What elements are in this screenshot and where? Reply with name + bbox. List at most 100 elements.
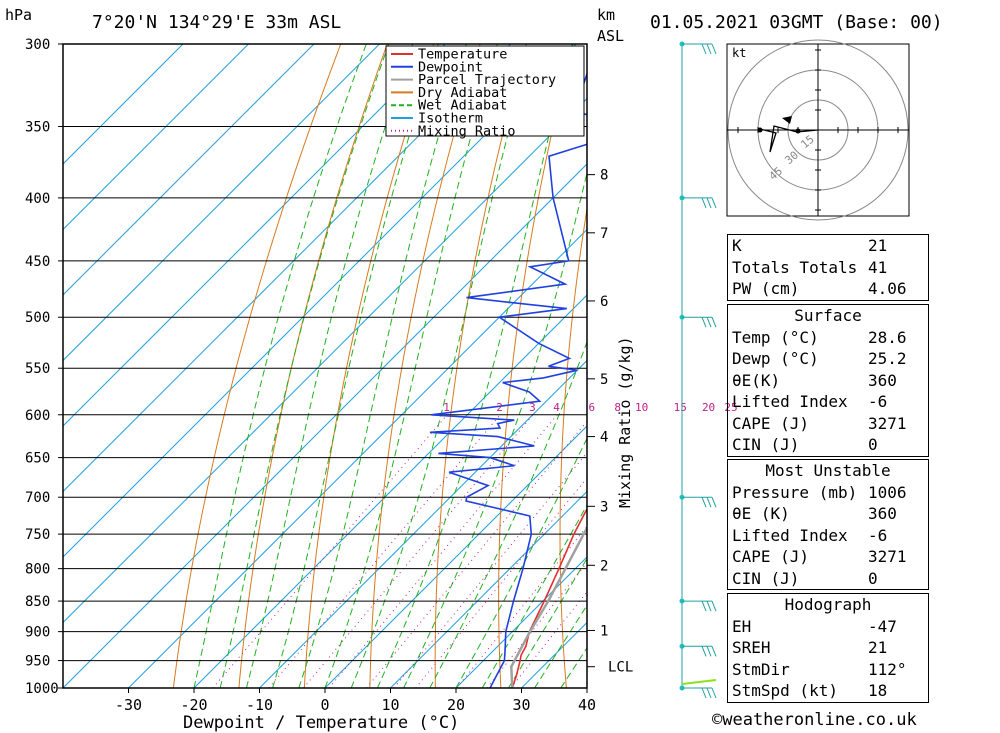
mu-cin-label: CIN (J) [732,568,800,588]
surface-dewp-value: 25.2 [868,349,907,368]
isotherm-line [390,490,587,688]
isotherm-line [128,228,587,688]
wind-barb-flag [701,646,707,657]
pressure-tick-label: 500 [25,310,50,326]
wet-adiabat-line [193,44,367,688]
mu-cape-value: 3271 [868,547,907,566]
wet-adiabat-line [376,44,573,688]
most-unstable-table: Most Unstable Pressure (mb) 1006 θE (K) 36… [727,459,929,590]
sreh-label: SREH [732,638,771,657]
surface-li-label: Lifted Index [732,392,848,411]
wind-profile [679,41,717,699]
surface-cape-label: CAPE (J) [732,413,810,433]
mixing-ratio-label: 1 [443,401,450,414]
wet-adiabat-line [219,44,390,688]
pressure-tick-label: 950 [25,654,50,670]
totals-value: 41 [868,257,888,277]
temperature-tick-label: 30 [512,696,530,714]
mu-li-label: Lifted Index [732,525,848,545]
temperature-tick-label: -30 [115,696,142,714]
diagram-grid [63,44,1000,688]
dry-adiabat-line [238,44,388,688]
pressure-tick-label: 650 [25,451,50,467]
surface-dewp-label: Dewp (°C) [732,349,819,368]
pressure-tick-label: 400 [25,191,50,207]
isotherm-line [259,359,587,688]
wind-barb-flag [711,197,717,209]
isotherm-line [324,425,587,688]
hodograph-marker [782,116,792,124]
wind-barb-flag [701,317,707,328]
sreh-value: 21 [868,638,888,657]
sounding-series [429,71,587,688]
basic-indices-table: K 21 Totals Totals 41 PW (cm) 4.06 [727,234,929,301]
isotherm-line [63,44,249,231]
height-tick-label: 5 [600,372,608,388]
surface-cape-value: 3271 [868,413,907,433]
dewpoint-line [429,71,587,688]
wind-barb-flag [706,43,712,55]
mixing-ratio-labels: 1 2 3 4 6 8 10 15 20 25 [443,401,737,414]
wind-barb-flag [706,646,712,657]
isotherm-line [63,44,577,558]
credit-text: ©weatheronline.co.uk [712,710,917,730]
dry-adiabat-line [990,44,1000,688]
mixing-ratio-label: 8 [614,401,621,414]
mu-thetae-value: 360 [868,504,897,523]
pw-value: 4.06 [868,279,907,298]
height-tick-label: 4 [600,430,608,446]
hodograph-table-title: Hodograph [784,595,872,614]
hodograph-table: Hodograph EH -47 SREH 21 StmDir 112° StmSpd… [727,593,929,703]
wind-barb-flag [706,600,712,612]
surface-cin-value: 0 [868,435,878,454]
height-tick-label: 7 [600,226,608,242]
pressure-tick-label: 850 [25,594,50,610]
legend-entry: Temperature [418,47,507,63]
height-tick-label: 1 [600,623,608,639]
wind-barb-flag [701,600,707,612]
hodograph-point [757,127,763,133]
surface-thetae-label: θE(K) [732,370,781,390]
temperature-tick-label: -20 [180,696,207,714]
temperature-line [511,507,587,688]
wind-barb-flag [711,687,717,699]
pw-label: PW (cm) [732,279,800,298]
totals-label: Totals Totals [732,257,858,277]
isotherm-line [63,97,587,624]
wind-barb-flag [706,497,712,508]
surface-temp-value: 28.6 [868,327,907,347]
legend-entry: Parcel Trajectory [418,72,556,88]
dry-adiabat-line [559,205,587,688]
dry-adiabat-line [498,44,574,688]
pressure-unit-label: hPa [5,6,32,24]
surface-thetae-value: 360 [868,370,897,390]
wind-barb-flag [701,687,707,699]
location-title: 7°20'N 134°29'E 33m ASL [92,12,341,33]
wind-barb-flag [711,317,717,328]
plot-frame [62,43,588,689]
mu-cin-value: 0 [868,568,878,588]
k-index-value: 21 [868,236,888,255]
mixing-ratio-axis-title: Mixing Ratio (g/kg) [616,336,634,508]
pressure-axis: 300 350 400 450 500 550 600 650 700 750 800 850 900 9… [25,37,63,697]
dry-adiabat-line [941,44,1000,688]
mixing-ratio-line [486,561,587,688]
surface-table: Surface Temp (°C) 28.6 Dewp (°C) 25.2 θE(K… [727,304,929,457]
mixing-ratio-label: 10 [635,401,648,414]
temperature-tick-label: -10 [246,696,273,714]
legend-entry: Mixing Ratio [418,123,516,139]
pressure-tick-label: 550 [25,361,50,377]
mixing-ratio-label: 4 [553,401,560,414]
mixing-ratio-line [393,451,587,688]
wind-barb-flag [701,197,707,209]
surface-temp-label: Temp (°C) [732,327,819,347]
hodograph-point [795,128,801,134]
stmspd-value: 18 [868,681,888,700]
legend-entry: Wet Adiabat [418,98,507,114]
mixing-ratio-line [212,414,448,688]
x-axis-title: Dewpoint / Temperature (°C) [183,713,459,733]
surface-li-value: -6 [868,392,888,411]
